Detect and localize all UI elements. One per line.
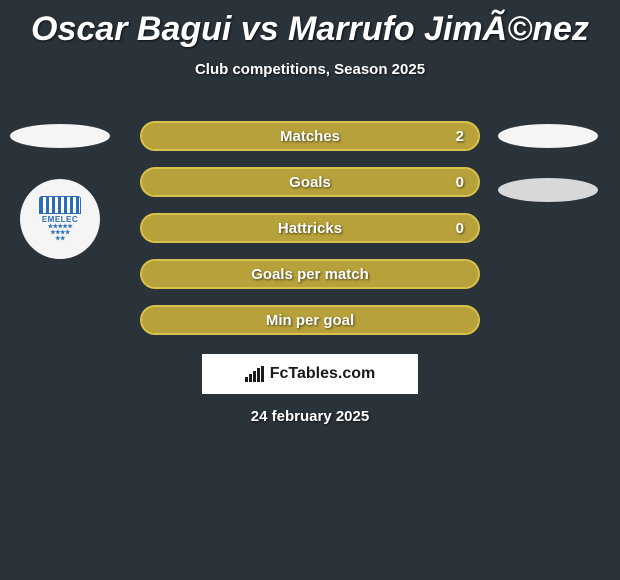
club-badge-icon: EMELEC ★★★★★★★★★★★ (34, 193, 86, 245)
stats-container: Matches 2 Goals 0 Hattricks 0 Goals per match M… (140, 121, 480, 335)
bar-chart-icon (245, 366, 264, 382)
brand-text: FcTables.com (270, 365, 376, 383)
player-right-club-placeholder (498, 178, 598, 202)
stat-bar: Goals per match (140, 259, 480, 289)
club-badge-text: EMELEC (42, 215, 78, 224)
stat-value: 0 (456, 220, 464, 237)
brand-badge[interactable]: FcTables.com (202, 354, 418, 394)
stat-bar: Min per goal (140, 305, 480, 335)
player-left-avatar-placeholder (10, 124, 110, 148)
stat-bar: Matches 2 (140, 121, 480, 151)
stat-label: Goals (289, 174, 331, 191)
stat-bar: Hattricks 0 (140, 213, 480, 243)
subtitle: Club competitions, Season 2025 (0, 61, 620, 78)
page-title: Oscar Bagui vs Marrufo JimÃ©nez (0, 0, 620, 49)
stat-value: 0 (456, 174, 464, 191)
stat-label: Goals per match (251, 266, 369, 283)
stat-label: Hattricks (278, 220, 342, 237)
date-label: 24 february 2025 (0, 408, 620, 425)
stat-label: Matches (280, 128, 340, 145)
player-right-avatar-placeholder (498, 124, 598, 148)
stat-label: Min per goal (266, 312, 354, 329)
stat-bar: Goals 0 (140, 167, 480, 197)
stat-value: 2 (456, 128, 464, 145)
player-left-club-badge: EMELEC ★★★★★★★★★★★ (20, 179, 100, 259)
